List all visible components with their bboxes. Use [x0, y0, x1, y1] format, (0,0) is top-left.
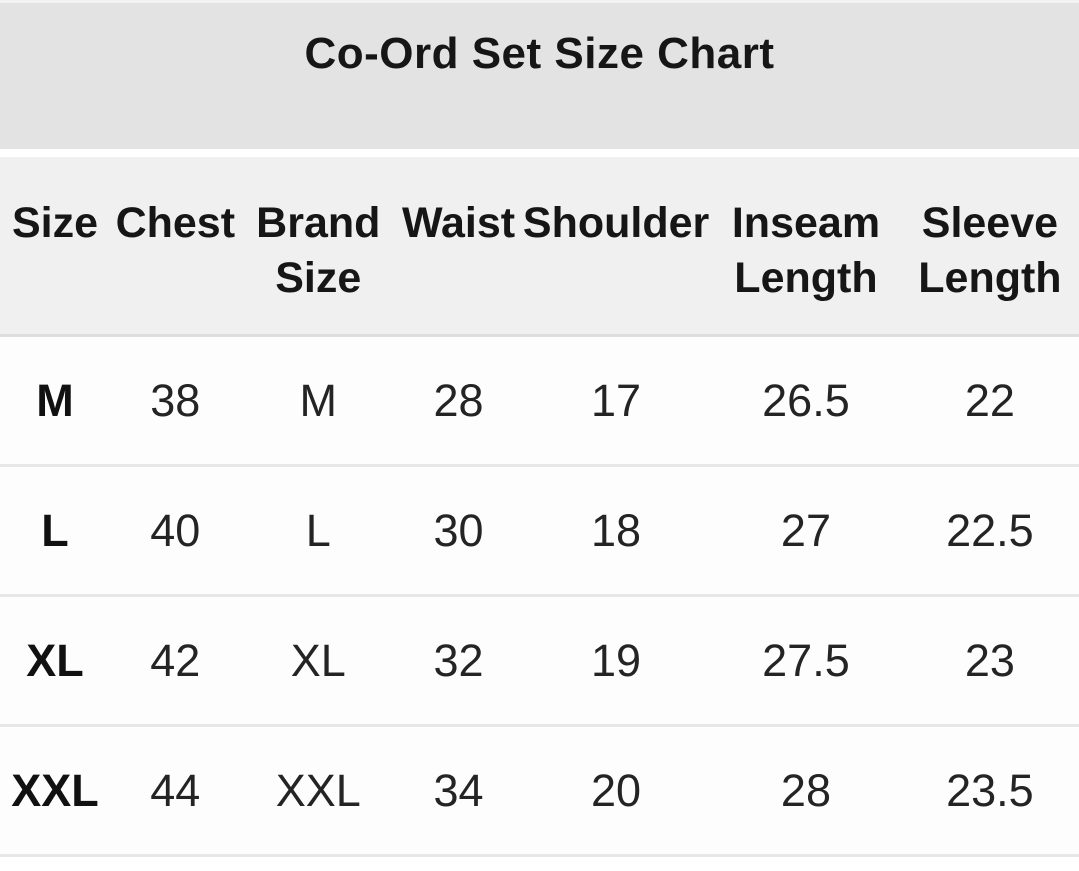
cell-inseam-length: 27.5 [762, 634, 850, 686]
column-header-brand-size: Brand Size [256, 199, 381, 302]
cell-chest: 38 [150, 374, 201, 426]
cell-shoulder: 20 [591, 764, 642, 816]
size-chart-table: Size Chest Brand Size Waist Shoulder Ins… [0, 157, 1079, 857]
cell-chest: 42 [150, 634, 201, 686]
column-header-shoulder: Shoulder [522, 199, 710, 247]
banner-divider [0, 149, 1079, 157]
table-row-xxl: XXL 44 XXL 34 20 28 23.5 [0, 727, 1079, 857]
cell-size: XL [26, 634, 84, 686]
cell-inseam-length: 26.5 [762, 374, 850, 426]
table-row-l: L 40 L 30 18 27 22.5 [0, 467, 1079, 597]
table-row-m: M 38 M 28 17 26.5 22 [0, 337, 1079, 467]
column-header-chest: Chest [115, 199, 236, 247]
cell-chest: 40 [150, 504, 201, 556]
cell-size: XXL [11, 764, 99, 816]
title-banner: Co-Ord Set Size Chart [0, 0, 1079, 149]
table-row-xl: XL 42 XL 32 19 27.5 23 [0, 597, 1079, 727]
cell-sleeve-length: 22.5 [946, 504, 1034, 556]
column-header-waist: Waist [402, 199, 516, 247]
cell-shoulder: 18 [591, 504, 642, 556]
cell-shoulder: 19 [591, 634, 642, 686]
cell-brand-size: XL [290, 634, 346, 686]
cell-inseam-length: 28 [780, 764, 831, 816]
cell-size: L [41, 504, 69, 556]
cell-waist: 32 [433, 634, 484, 686]
table-header-row: Size Chest Brand Size Waist Shoulder Ins… [0, 157, 1079, 337]
cell-brand-size: M [299, 374, 338, 426]
column-header-size: Size [12, 199, 99, 247]
cell-waist: 34 [433, 764, 484, 816]
cell-inseam-length: 27 [780, 504, 831, 556]
column-header-sleeve-length: Sleeve Length [918, 199, 1062, 302]
column-header-inseam-length: Inseam Length [731, 199, 881, 302]
cell-size: M [36, 374, 74, 426]
cell-brand-size: L [305, 504, 331, 556]
cell-sleeve-length: 23.5 [946, 764, 1034, 816]
cell-waist: 28 [433, 374, 484, 426]
cell-chest: 44 [150, 764, 201, 816]
cell-shoulder: 17 [591, 374, 642, 426]
cell-sleeve-length: 23 [964, 634, 1015, 686]
page-title: Co-Ord Set Size Chart [304, 29, 775, 78]
cell-waist: 30 [433, 504, 484, 556]
cell-brand-size: XXL [275, 764, 361, 816]
cell-sleeve-length: 22 [964, 374, 1015, 426]
